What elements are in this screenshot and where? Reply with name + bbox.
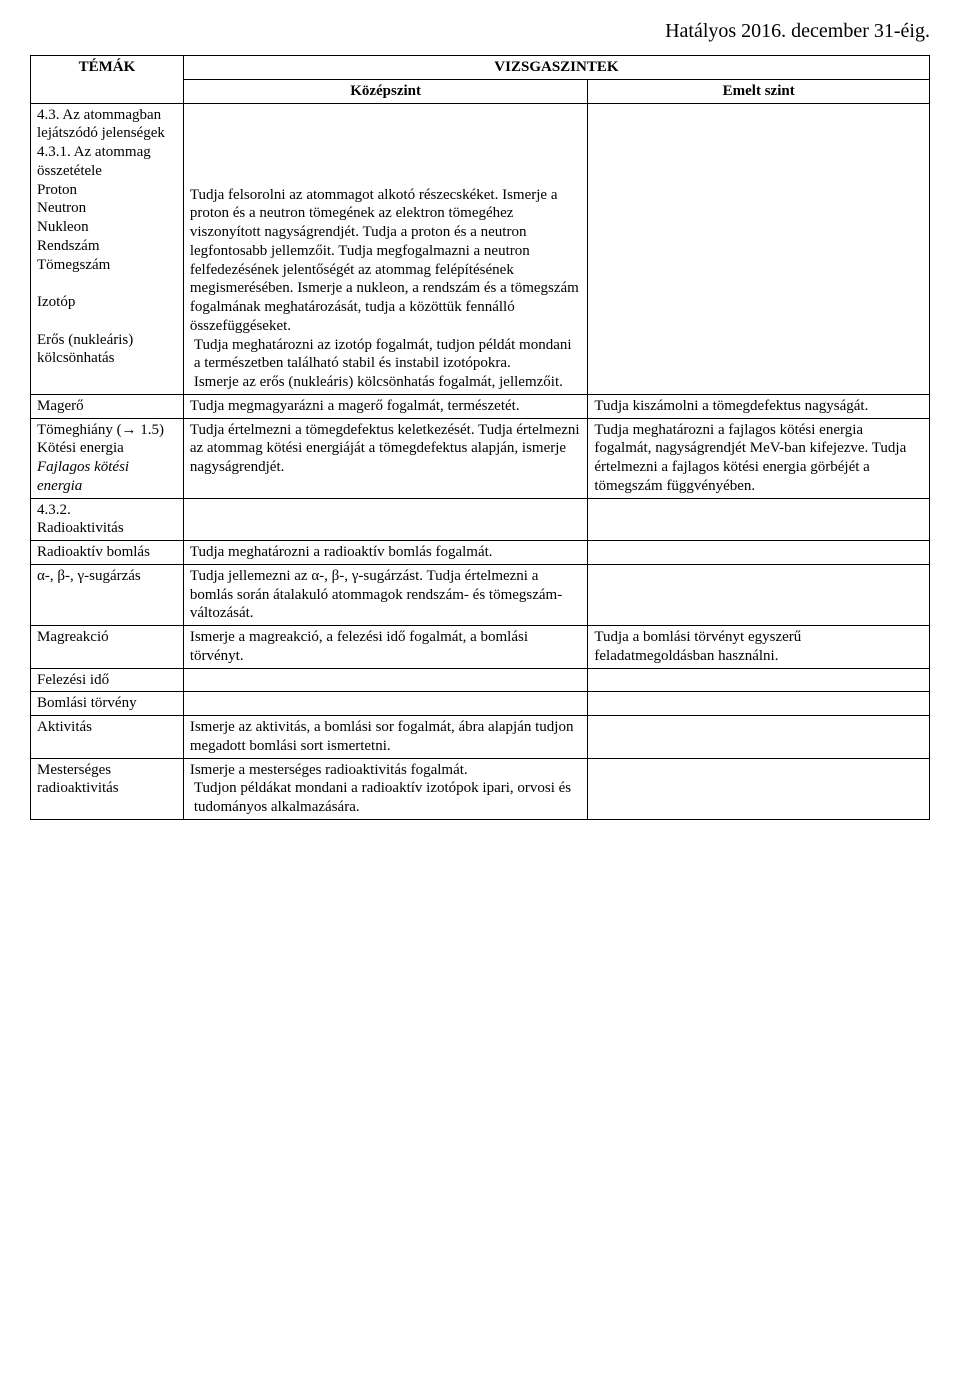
topics4b: Radioaktivitás (37, 520, 124, 536)
topics1-eros1: Erős (nukleáris) (37, 332, 133, 348)
topics-cell-5: Radioaktív bomlás (31, 541, 184, 565)
adv-cell-9 (588, 692, 930, 716)
mid-cell-11: Ismerje a mesterséges radioaktivitás fog… (183, 758, 588, 819)
adv-cell-8 (588, 668, 930, 692)
topics1-eros2: kölcsönhatás (37, 350, 114, 366)
topics4a: 4.3.2. (37, 502, 71, 518)
topics-cell-4: 4.3.2. Radioaktivitás (31, 498, 184, 541)
adv-cell-11 (588, 758, 930, 819)
topics-cell-7: Magreakció (31, 626, 184, 669)
topics11b: radioaktivitás (37, 780, 119, 796)
adv-cell-4 (588, 498, 930, 541)
topics3-text: Tömeghiány (→ 1.5) Kötési energia (37, 422, 164, 457)
adv-cell-2: Tudja kiszámolni a tömegdefektus nagyság… (588, 394, 930, 418)
adv-cell-10 (588, 716, 930, 759)
topics-cell-10: Aktivitás (31, 716, 184, 759)
page-header: Hatályos 2016. december 31-éig. (30, 20, 930, 43)
adv-cell-5 (588, 541, 930, 565)
topics3-italic: Fajlagos kötési energia (37, 459, 129, 494)
col-header-advanced: Emelt szint (588, 79, 930, 103)
col-header-levels: VIZSGASZINTEK (183, 56, 929, 80)
mid-cell-8 (183, 668, 588, 692)
mid1b-text: Tudja meghatározni az izotóp fogalmát, t… (194, 336, 582, 374)
adv-cell-1 (588, 103, 930, 394)
topics-cell-11: Mesterséges radioaktivitás (31, 758, 184, 819)
topics-cell-9: Bomlási törvény (31, 692, 184, 716)
topics-cell-1: 4.3. Az atommagban lejátszódó jelenségek… (31, 103, 184, 394)
topics-cell-8: Felezési idő (31, 668, 184, 692)
topics-cell-6: α-, β-, γ-sugárzás (31, 564, 184, 625)
adv-cell-6 (588, 564, 930, 625)
mid1c-text: Ismerje az erős (nukleáris) kölcsönhatás… (194, 373, 582, 392)
mid1-text: Tudja felsorolni az atommagot alkotó rés… (190, 187, 579, 334)
mid11a: Ismerje a mesterséges radioaktivitás fog… (190, 762, 468, 778)
mid-cell-1: Tudja felsorolni az atommagot alkotó rés… (183, 103, 588, 394)
topics11a: Mesterséges (37, 762, 111, 778)
topics-cell-2: Magerő (31, 394, 184, 418)
mid-cell-2: Tudja megmagyarázni a magerő fogalmát, t… (183, 394, 588, 418)
topics-cell-3: Tömeghiány (→ 1.5) Kötési energia Fajlag… (31, 418, 184, 498)
mid-cell-4 (183, 498, 588, 541)
mid11b: Tudjon példákat mondani a radioaktív izo… (194, 779, 582, 817)
mid-cell-9 (183, 692, 588, 716)
curriculum-table: TÉMÁK VIZSGASZINTEK Középszint Emelt szi… (30, 55, 930, 820)
mid-cell-5: Tudja meghatározni a radioaktív bomlás f… (183, 541, 588, 565)
col-header-topics: TÉMÁK (31, 56, 184, 104)
topics1-text: 4.3. Az atommagban lejátszódó jelenségek… (37, 107, 165, 273)
adv-cell-7: Tudja a bomlási törvényt egyszerű felada… (588, 626, 930, 669)
adv-cell-3: Tudja meghatározni a fajlagos kötési ene… (588, 418, 930, 498)
mid-cell-10: Ismerje az aktivitás, a bomlási sor foga… (183, 716, 588, 759)
mid-cell-6: Tudja jellemezni az α-, β-, γ-sugárzást.… (183, 564, 588, 625)
mid-cell-3: Tudja értelmezni a tömegdefektus keletke… (183, 418, 588, 498)
mid-cell-7: Ismerje a magreakció, a felezési idő fog… (183, 626, 588, 669)
topics1-izotop: Izotóp (37, 294, 75, 310)
col-header-middle: Középszint (183, 79, 588, 103)
